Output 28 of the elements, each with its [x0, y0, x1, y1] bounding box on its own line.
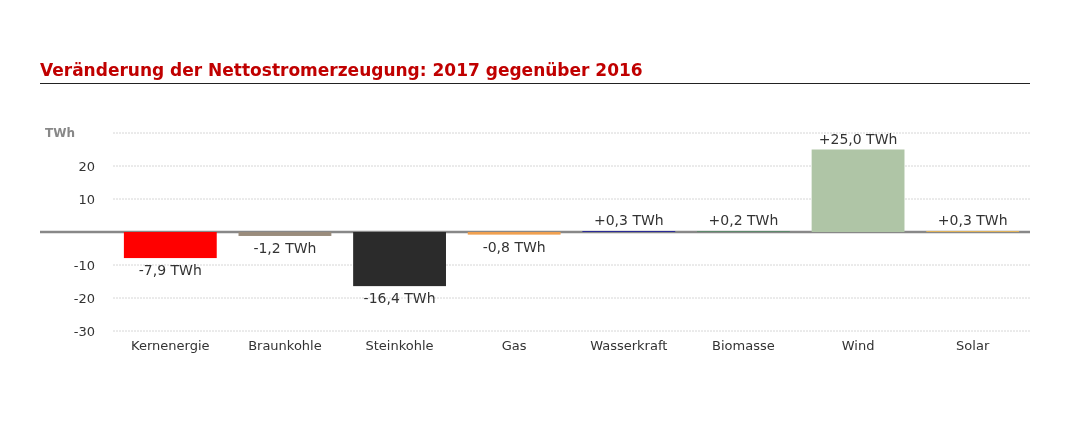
- y-tick-label: 10: [78, 192, 95, 207]
- data-label: -16,4 TWh: [363, 290, 436, 307]
- y-axis-title: TWh: [45, 126, 75, 140]
- bar: [811, 149, 905, 232]
- x-tick-label: Kernenergie: [131, 338, 210, 353]
- y-tick-label: 20: [78, 159, 95, 174]
- data-label: +0,3 TWh: [593, 212, 664, 229]
- bar: [467, 232, 561, 235]
- data-label: -0,8 TWh: [482, 238, 546, 255]
- x-tick-label: Gas: [501, 338, 527, 353]
- x-tick-label: Steinkohle: [365, 338, 434, 353]
- chart-title: Veränderung der Nettostromerzeugung: 2017 gegenüber 2016: [40, 60, 643, 80]
- bar: [238, 232, 332, 236]
- x-tick-label: Wasserkraft: [590, 338, 668, 353]
- bar: [353, 232, 446, 287]
- y-tick-label: -30: [73, 324, 95, 339]
- data-label: +25,0 TWh: [818, 130, 898, 147]
- x-tick-label: Wind: [841, 338, 875, 353]
- data-label: -1,2 TWh: [253, 239, 317, 256]
- y-tick-label: -20: [73, 291, 95, 306]
- data-label: +0,3 TWh: [937, 212, 1008, 229]
- x-tick-label: Biomasse: [712, 338, 775, 353]
- x-tick-label: Braunkohle: [248, 338, 322, 353]
- data-label: +0,2 TWh: [708, 212, 779, 229]
- data-label: -7,9 TWh: [138, 262, 202, 279]
- x-tick-label: Solar: [956, 338, 990, 353]
- bar: [123, 232, 217, 259]
- y-tick-label: -10: [73, 258, 95, 273]
